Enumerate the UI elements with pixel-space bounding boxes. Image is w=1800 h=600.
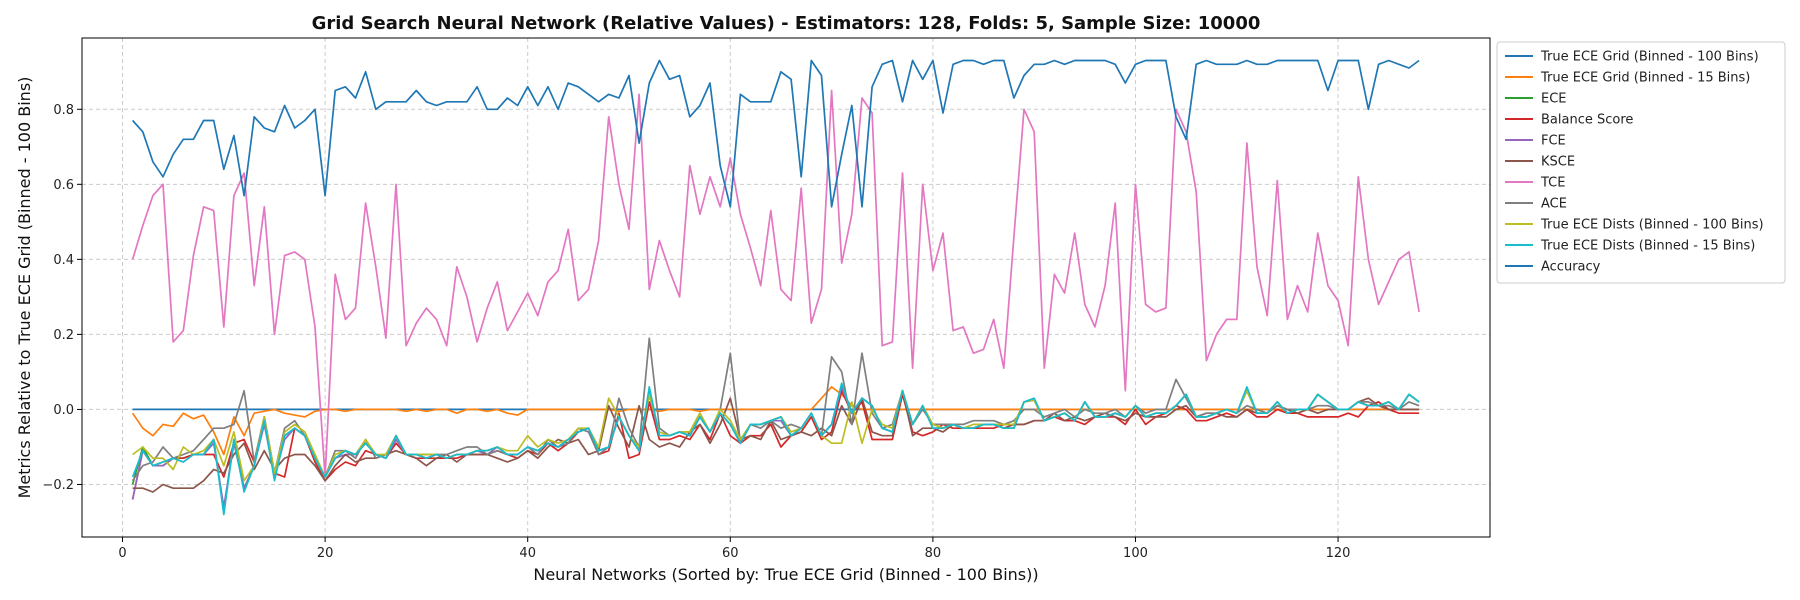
legend-label: FCE xyxy=(1541,134,1566,149)
series-line-true-ece-grid-binned-15-bins xyxy=(131,386,1420,456)
legend-label: ACE xyxy=(1541,197,1567,212)
x-tick-label: 60 xyxy=(722,546,739,561)
x-tick-label: 40 xyxy=(519,546,536,561)
x-tick-label: 100 xyxy=(1123,546,1148,561)
axis-ticks: 0 20 40 60 80 100 120 −0.2 0.0 0.2 0.4 0.6 0.8 xyxy=(42,103,1350,561)
series-lines xyxy=(131,59,1420,516)
x-tick-label: 80 xyxy=(925,546,942,561)
x-tick-label: 120 xyxy=(1326,546,1351,561)
series-line-tce xyxy=(131,89,1420,478)
legend-label: True ECE Dists (Binned - 15 Bins) xyxy=(1540,239,1755,254)
series-line-true-ece-dists-binned-15-bins xyxy=(131,382,1420,516)
y-axis-title: Metrics Relative to True ECE Grid (Binne… xyxy=(15,77,34,499)
legend-box xyxy=(1496,41,1786,284)
y-tick-label: −0.2 xyxy=(42,478,74,493)
legend-label: True ECE Grid (Binned - 100 Bins) xyxy=(1540,50,1759,65)
legend-label: ECE xyxy=(1541,92,1567,107)
series-line-balance-score xyxy=(131,389,1420,500)
y-tick-label: 0.6 xyxy=(53,178,74,193)
legend-label: TCE xyxy=(1540,176,1565,191)
x-tick-label: 0 xyxy=(118,546,126,561)
chart-title: Grid Search Neural Network (Relative Val… xyxy=(312,13,1261,34)
legend-label: True ECE Grid (Binned - 15 Bins) xyxy=(1540,71,1750,86)
legend: True ECE Grid (Binned - 100 Bins) True EC… xyxy=(1496,41,1786,284)
y-tick-label: 0.4 xyxy=(53,253,74,268)
plot-area-frame xyxy=(81,37,1491,538)
x-axis-title: Neural Networks (Sorted by: True ECE Gri… xyxy=(533,565,1038,584)
y-tick-label: 0.8 xyxy=(53,103,74,118)
legend-label: Accuracy xyxy=(1541,260,1601,275)
series-line-accuracy xyxy=(131,59,1420,208)
x-tick-label: 20 xyxy=(317,546,334,561)
y-tick-label: 0.0 xyxy=(53,403,74,418)
legend-label: Balance Score xyxy=(1541,113,1633,128)
legend-label: KSCE xyxy=(1541,155,1575,170)
y-tick-label: 0.2 xyxy=(53,328,74,343)
legend-label: True ECE Dists (Binned - 100 Bins) xyxy=(1540,218,1764,233)
